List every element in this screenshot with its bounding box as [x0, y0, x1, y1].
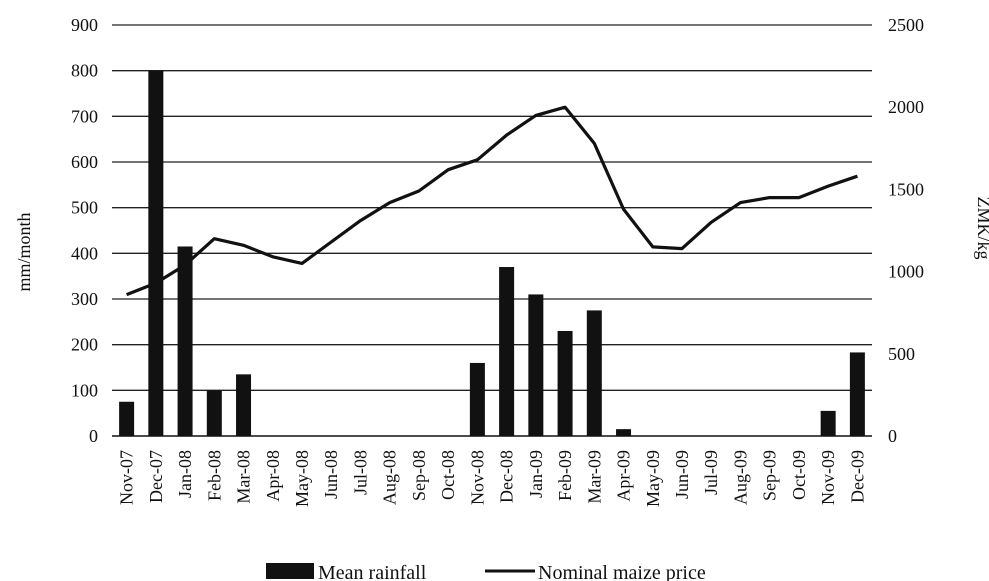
rainfall-bar: [820, 410, 836, 436]
left-axis-ticks: 0 100 200 300 400 500 600 700 800 900: [71, 15, 98, 446]
left-tick-label: 900: [71, 15, 98, 35]
left-tick-label: 400: [71, 243, 98, 263]
x-tick-label: Dec-07: [146, 450, 166, 503]
rainfall-bar: [528, 294, 544, 436]
rainfall-bar: [586, 310, 602, 436]
x-tick-label: Apr-09: [614, 450, 634, 502]
right-axis-title: ZMK/kg: [974, 197, 989, 260]
rainfall-bar: [616, 429, 632, 436]
rainfall-bar: [557, 330, 573, 436]
right-axis-ticks: 0 500 1000 1500 2000 2500: [888, 15, 924, 446]
x-axis-ticks: Nov-07 Dec-07 Jan-08 Feb-08 Mar-08 Apr-08 May-…: [117, 450, 868, 507]
rainfall-bar: [849, 352, 865, 436]
left-tick-label: 300: [71, 289, 98, 309]
right-tick-label: 1500: [888, 179, 924, 199]
right-tick-label: 1000: [888, 262, 924, 282]
legend-rainfall-swatch: [266, 563, 314, 579]
right-tick-label: 2000: [888, 97, 924, 117]
legend-price-label: Nominal maize price: [538, 562, 706, 581]
x-tick-label: Jun-09: [672, 450, 692, 499]
x-tick-label: Dec-08: [497, 450, 517, 503]
rainfall-bar: [177, 246, 193, 436]
x-tick-label: Sep-09: [760, 450, 780, 501]
gridlines: [112, 24, 872, 391]
left-tick-label: 600: [71, 152, 98, 172]
x-tick-label: Nov-08: [467, 450, 487, 505]
left-tick-label: 100: [71, 380, 98, 400]
rainfall-bar: [499, 267, 515, 436]
x-tick-label: Dec-09: [847, 450, 867, 503]
x-tick-label: May-08: [292, 450, 312, 507]
legend-rainfall-label: Mean rainfall: [318, 562, 427, 581]
price-line-group: [126, 105, 858, 297]
x-tick-label: Aug-09: [730, 450, 750, 505]
x-tick-label: Mar-09: [584, 450, 604, 504]
left-axis-title: mm/month: [14, 212, 34, 291]
x-tick-label: Jan-09: [526, 450, 546, 498]
left-tick-label: 800: [71, 61, 98, 81]
legend: Mean rainfall Nominal maize price: [266, 562, 706, 581]
x-tick-label: May-09: [643, 450, 663, 507]
x-tick-label: Mar-08: [234, 450, 254, 504]
left-tick-label: 500: [71, 198, 98, 218]
rainfall-bar: [206, 390, 222, 436]
x-tick-label: Jul-09: [701, 450, 721, 495]
rainfall-bar: [148, 70, 164, 437]
x-tick-label: Nov-07: [117, 450, 137, 505]
x-tick-label: Sep-08: [409, 450, 429, 501]
x-tick-label: Oct-08: [438, 450, 458, 500]
x-tick-label: Nov-09: [818, 450, 838, 505]
left-tick-label: 700: [71, 106, 98, 126]
x-tick-label: Feb-08: [204, 450, 224, 501]
rainfall-bar: [236, 374, 252, 436]
left-tick-label: 0: [89, 426, 98, 446]
left-tick-label: 200: [71, 335, 98, 355]
right-tick-label: 2500: [888, 15, 924, 35]
rainfall-bar: [119, 401, 135, 436]
right-tick-label: 0: [888, 426, 897, 446]
x-tick-label: Jul-08: [350, 450, 370, 495]
right-tick-label: 500: [888, 344, 915, 364]
rainfall-bars: [119, 70, 865, 437]
maize-price-line: [126, 105, 858, 297]
x-tick-label: Apr-08: [263, 450, 283, 502]
x-tick-label: Feb-09: [555, 450, 575, 501]
x-tick-label: Oct-09: [789, 450, 809, 500]
x-tick-label: Aug-08: [380, 450, 400, 505]
x-tick-label: Jan-08: [175, 450, 195, 498]
x-tick-label: Jun-08: [321, 450, 341, 499]
rainfall-bar: [469, 362, 485, 436]
